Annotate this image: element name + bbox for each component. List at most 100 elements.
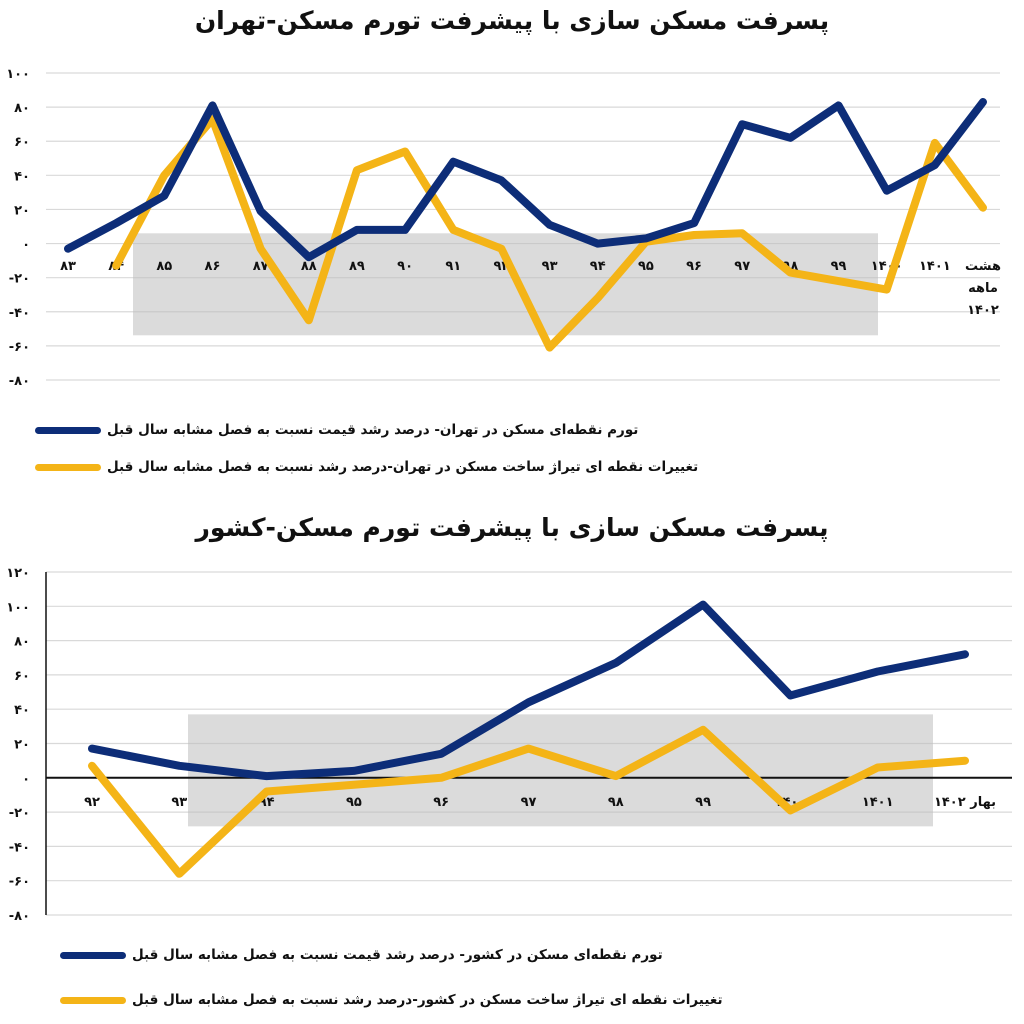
data-point — [260, 248, 262, 250]
legend-swatch — [60, 996, 126, 1004]
data-point — [260, 210, 262, 212]
data-point — [163, 174, 165, 176]
data-point — [266, 791, 268, 793]
data-point — [163, 195, 165, 197]
x-tick-label: ۹۵ — [638, 259, 654, 274]
y-tick-label: ۶۰ — [14, 669, 30, 684]
data-point — [440, 777, 442, 779]
y-tick-label: -۲۰ — [9, 806, 30, 821]
data-point — [934, 164, 936, 166]
data-point — [789, 809, 791, 811]
y-tick-label: ۶۰ — [14, 135, 30, 150]
data-point — [528, 701, 529, 703]
data-point — [702, 604, 704, 606]
y-tick-label: -۲۰ — [9, 272, 30, 287]
data-point — [838, 280, 840, 282]
x-tick-label: ۹۶ — [433, 795, 449, 810]
y-tick-label: -۶۰ — [9, 875, 30, 890]
x-tick-label-part: هشت — [965, 259, 1001, 274]
data-point — [741, 123, 743, 125]
y-tick-label: ۲۰ — [14, 203, 30, 218]
data-point — [789, 272, 791, 274]
x-tick-label: ۸۶ — [205, 259, 221, 274]
y-tick-label: ۱۰۰ — [6, 600, 30, 615]
x-tick-label: ۹۹ — [831, 259, 847, 274]
data-point — [702, 729, 704, 731]
data-point — [528, 748, 529, 750]
x-tick-label: ۹۷ — [734, 259, 750, 274]
x-tick-label: ۹۸ — [608, 795, 624, 810]
data-point — [211, 118, 213, 120]
data-point — [597, 243, 599, 245]
data-point — [741, 232, 743, 234]
data-point — [178, 873, 180, 875]
y-tick-label: -۶۰ — [9, 340, 30, 355]
x-tick-label: ۱۴۰۱ — [919, 259, 951, 274]
data-point — [91, 765, 93, 767]
data-point — [549, 347, 551, 349]
data-point — [877, 767, 879, 769]
data-point — [115, 222, 117, 224]
x-tick-label: ۹۵ — [346, 795, 362, 810]
legend-label: تورم نقطه‌ای مسکن در تهران- درصد رشد قیم… — [107, 422, 639, 438]
x-tick-label: ۹۲ — [84, 795, 100, 810]
legend-label: تورم نقطه‌ای مسکن در کشور- درصد رشد قیمت… — [132, 947, 663, 963]
data-point — [615, 775, 617, 777]
x-tick-label: ۸۷ — [253, 259, 269, 274]
x-tick-label: ۸۵ — [156, 259, 172, 274]
data-point — [615, 662, 617, 664]
data-point — [115, 265, 117, 267]
data-point — [693, 234, 695, 236]
data-point — [452, 161, 454, 163]
data-point — [404, 229, 406, 231]
data-point — [178, 765, 180, 767]
data-point — [964, 653, 966, 655]
data-point — [356, 229, 358, 231]
legend-item-construction-change: تغییرات نقطه ای تیراژ ساخت مسکن در کشور-… — [60, 987, 723, 1013]
data-point — [838, 104, 840, 106]
x-tick-label: بهار ۱۴۰۲ — [934, 795, 996, 810]
data-point — [886, 190, 888, 192]
y-tick-label: ۴۰ — [14, 703, 30, 718]
y-tick-label: -۸۰ — [9, 909, 30, 924]
data-point — [266, 775, 268, 777]
data-point — [308, 256, 310, 258]
data-point — [500, 248, 502, 250]
data-point — [964, 760, 966, 762]
x-tick-label: ۸۳ — [60, 259, 76, 274]
data-point — [308, 319, 310, 321]
data-point — [211, 104, 213, 106]
x-tick-label: ۸۸ — [301, 259, 317, 274]
x-tick-label: ۹۱ — [445, 259, 461, 274]
legend-swatch — [35, 426, 101, 434]
series-0 — [88, 600, 969, 781]
y-tick-label: -۸۰ — [9, 374, 30, 389]
legend-item-price-inflation: تورم نقطه‌ای مسکن در کشور- درصد رشد قیمت… — [60, 942, 663, 968]
legend-item-price-inflation: تورم نقطه‌ای مسکن در تهران- درصد رشد قیم… — [35, 417, 638, 443]
x-tick-label: ۹۳ — [171, 795, 187, 810]
legend-label: تغییرات نقطه ای تیراژ ساخت مسکن در کشور-… — [132, 992, 723, 1008]
legend-swatch — [35, 463, 101, 471]
chart-title: پسرفت مسکن سازی با پیشرفت تورم مسکن-تهرا… — [194, 6, 830, 35]
y-tick-label: -۴۰ — [9, 306, 30, 321]
legend-swatch — [60, 951, 126, 959]
data-point — [934, 142, 936, 144]
data-point — [404, 150, 406, 152]
data-point — [982, 207, 984, 209]
data-point — [597, 297, 599, 299]
chart-tehran: پسرفت مسکن سازی با پیشرفت تورم مسکن-تهرا… — [0, 0, 1024, 500]
x-tick-label: ۹۰ — [397, 259, 413, 274]
data-point — [356, 169, 358, 171]
y-tick-label: ۱۰۰ — [6, 67, 30, 82]
data-point — [67, 248, 69, 250]
chart-country: پسرفت مسکن سازی با پیشرفت تورم مسکن-کشور… — [0, 505, 1024, 1024]
data-point — [886, 289, 888, 291]
data-point — [789, 137, 791, 139]
y-tick-label: ۸۰ — [14, 635, 30, 650]
series-0 — [64, 98, 987, 262]
y-tick-label: -۴۰ — [9, 840, 30, 855]
y-tick-label: ۰ — [22, 772, 30, 787]
series-1 — [88, 725, 969, 878]
